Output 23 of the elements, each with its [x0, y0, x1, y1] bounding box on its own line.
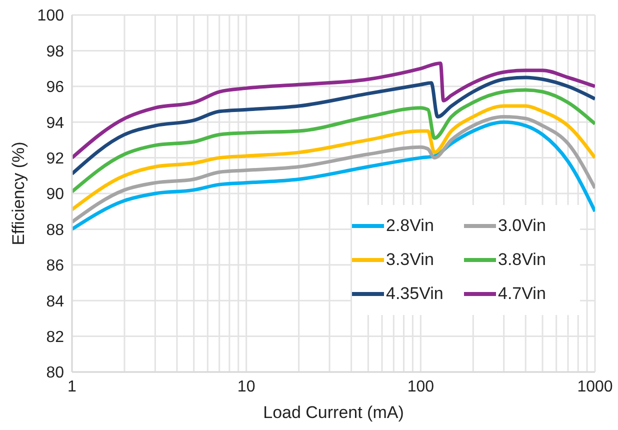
legend-label: 3.0Vin [498, 216, 546, 236]
y-tick-label: 84 [46, 293, 64, 310]
y-tick-label: 86 [46, 258, 64, 275]
y-tick-label: 96 [46, 79, 64, 96]
y-tick-label: 98 [46, 43, 64, 60]
x-tick-label: 10 [237, 378, 256, 396]
y-tick-label: 92 [46, 150, 64, 168]
legend-label: 3.8Vin [498, 250, 546, 270]
x-tick-label: 100 [407, 378, 434, 396]
x-tick-label: 1000 [577, 378, 613, 396]
legend-label: 4.7Vin [498, 284, 546, 304]
x-tick-label: 1 [68, 378, 77, 396]
x-axis-title: Load Current (mA) [263, 403, 404, 422]
y-tick-label: 100 [37, 8, 64, 25]
legend-label: 2.8Vin [386, 216, 434, 236]
y-tick-label: 90 [46, 186, 64, 204]
y-tick-label: 80 [46, 364, 64, 382]
y-tick-label: 88 [46, 222, 64, 239]
y-axis-title: Efficiency (%) [9, 142, 28, 246]
y-tick-label: 82 [46, 328, 64, 346]
legend-label: 3.3Vin [386, 250, 434, 270]
y-tick-label: 94 [46, 114, 64, 132]
legend-label: 4.35Vin [386, 284, 444, 304]
